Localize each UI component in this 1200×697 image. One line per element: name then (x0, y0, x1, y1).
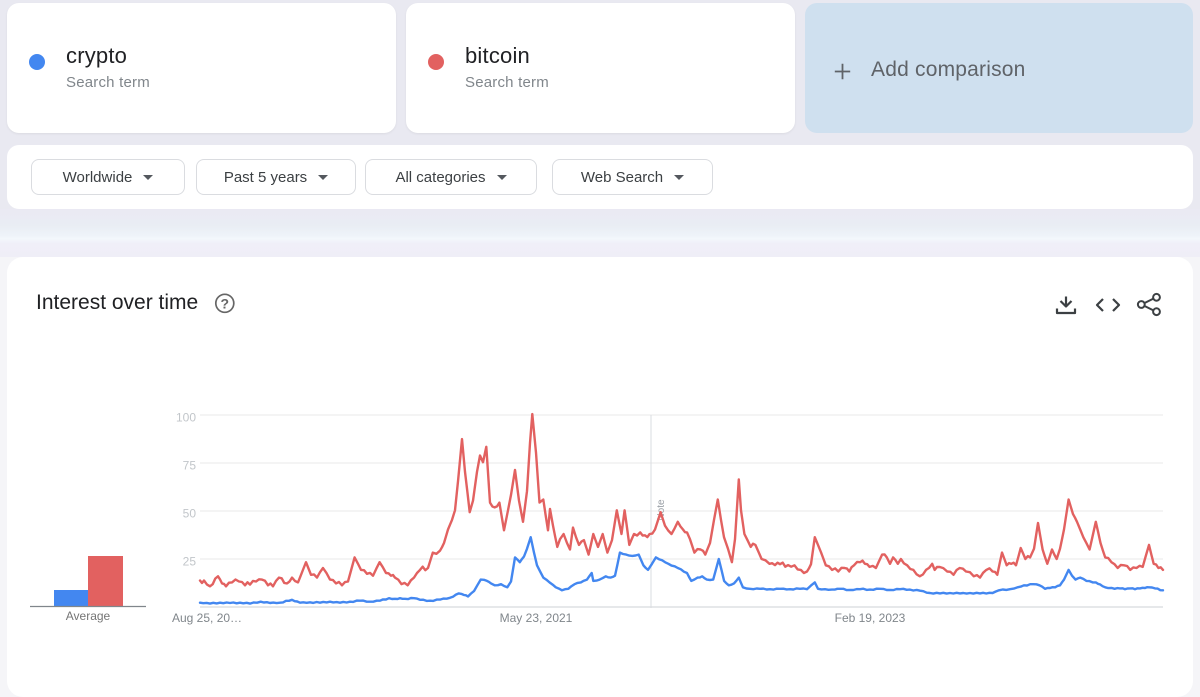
svg-text:?: ? (221, 296, 230, 312)
svg-text:50: 50 (183, 507, 197, 521)
svg-text:25: 25 (183, 555, 197, 569)
svg-text:May 23, 2021: May 23, 2021 (500, 611, 573, 625)
svg-text:75: 75 (183, 459, 197, 473)
svg-text:Feb 19, 2023: Feb 19, 2023 (835, 611, 906, 625)
svg-text:Note: Note (656, 499, 667, 521)
svg-text:Aug 25, 20…: Aug 25, 20… (172, 611, 242, 625)
svg-text:100: 100 (176, 411, 196, 425)
svg-text:Average: Average (66, 609, 111, 623)
